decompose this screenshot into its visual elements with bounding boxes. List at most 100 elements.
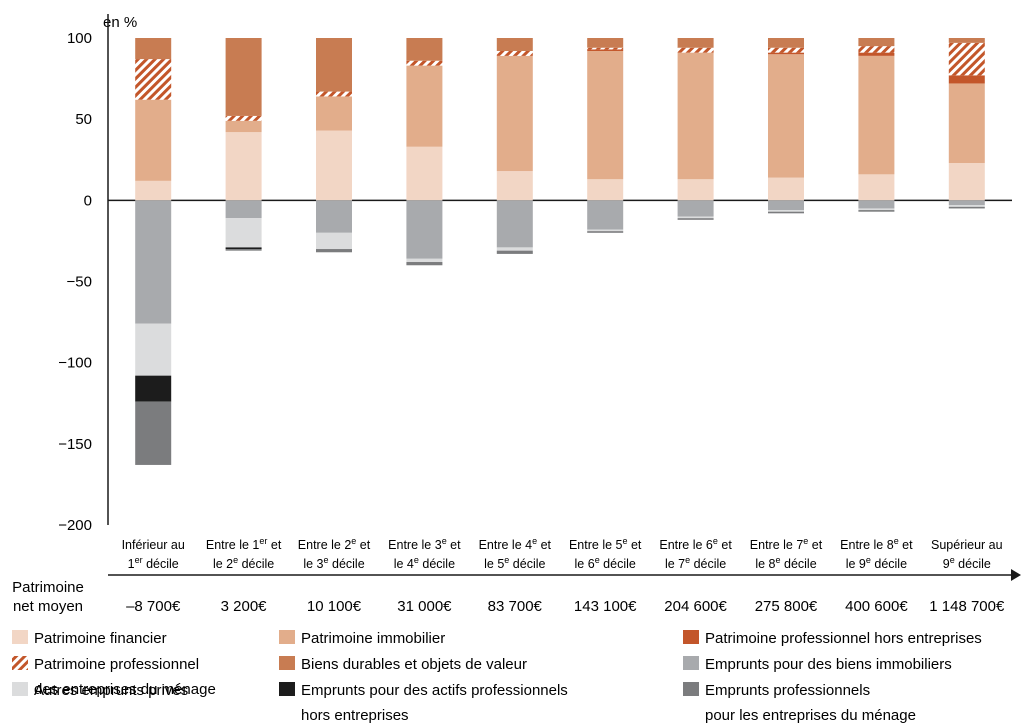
bar-segment <box>225 38 262 116</box>
bar-segment <box>587 200 624 230</box>
bar-segment <box>858 208 895 211</box>
legend: Patrimoine financier Patrimoine immobilie… <box>12 630 982 724</box>
bars <box>135 38 985 465</box>
bar-segment <box>587 47 624 50</box>
category-label: Entre le 7e et <box>750 536 823 552</box>
bar-segment <box>948 205 985 207</box>
bar-segment <box>316 91 352 97</box>
bar-segment <box>316 200 352 233</box>
bar-segment <box>677 179 714 201</box>
bar-segment <box>135 99 172 181</box>
bar-segment <box>316 130 352 201</box>
bar-segment <box>587 229 624 232</box>
category-label: Entre le 8e et <box>840 536 913 552</box>
net-wealth-value: 400 600€ <box>845 598 908 615</box>
bar-segment <box>948 200 985 206</box>
bar-segment <box>406 258 443 263</box>
bar-segment <box>677 200 714 217</box>
legend-label: Patrimoine financier <box>34 630 167 647</box>
bar-segment <box>135 375 172 402</box>
legend-swatch <box>683 630 699 644</box>
bar-segment <box>225 247 262 250</box>
bar-segment <box>225 115 262 121</box>
legend-label: Emprunts pour des actifs professionnels <box>301 682 568 699</box>
bar-segment <box>496 171 533 201</box>
bar-segment <box>677 218 714 220</box>
bar-segment <box>316 38 352 92</box>
category-label: Entre le 4e et <box>479 536 552 552</box>
net-wealth-value: 83 700€ <box>488 598 543 615</box>
bar-segment <box>587 49 624 51</box>
y-tick-label: 0 <box>84 192 92 209</box>
net-wealth-value: –8 700€ <box>126 598 181 615</box>
bar-segment <box>406 38 443 61</box>
bar-segment <box>316 96 352 131</box>
bar-segment <box>406 65 443 147</box>
bar-segment <box>225 132 262 201</box>
legend-label: Emprunts professionnels <box>705 682 870 699</box>
category-label: Entre le 6e et <box>659 536 732 552</box>
net-wealth-value: 143 100€ <box>574 598 637 615</box>
category-label: 9e décile <box>943 555 991 571</box>
y-tick-label: −100 <box>58 355 92 372</box>
bar-segment <box>768 52 804 55</box>
bar-segment <box>406 60 443 66</box>
category-label: le 7e décile <box>665 555 726 571</box>
bar-segment <box>948 206 985 209</box>
bar-segment <box>587 231 624 233</box>
category-label: le 9e décile <box>846 555 907 571</box>
bar-segment <box>496 55 533 172</box>
bar-segment <box>135 401 172 465</box>
category-label: Entre le 1er et <box>206 536 282 552</box>
bar-segment <box>768 211 804 214</box>
net-wealth-row-label: net moyen <box>13 598 83 615</box>
bar-segment <box>768 38 804 48</box>
legend-label: pour les entreprises du ménage <box>705 707 916 724</box>
bar-segment <box>948 83 985 163</box>
net-wealth-row-label: Patrimoine <box>12 579 84 596</box>
category-label: le 4e décile <box>394 555 455 571</box>
bar-segment <box>677 216 714 219</box>
bar-segment <box>948 75 985 84</box>
bar-segment <box>858 38 895 47</box>
bar-segment <box>858 210 895 212</box>
legend-label: Patrimoine professionnel <box>34 656 199 673</box>
category-label: le 8e décile <box>755 555 816 571</box>
bar-segment <box>858 55 895 175</box>
y-tick-label: −200 <box>58 517 92 534</box>
bar-segment <box>225 200 262 219</box>
legend-swatch <box>279 630 295 644</box>
category-label: Entre le 2e et <box>298 536 371 552</box>
bar-segment <box>858 46 895 53</box>
legend-label: Patrimoine professionnel hors entreprise… <box>705 630 982 647</box>
bar-segment <box>858 174 895 201</box>
legend-swatch <box>279 682 295 696</box>
bar-segment <box>316 232 352 250</box>
bar-segment <box>135 180 172 201</box>
bar-segment <box>406 200 443 259</box>
category-label: le 3e décile <box>303 555 364 571</box>
bar-segment <box>135 38 172 60</box>
bar-segment <box>496 50 533 56</box>
legend-swatch <box>683 656 699 670</box>
legend-swatch <box>683 682 699 696</box>
y-tick-label: 50 <box>75 111 92 128</box>
bar-segment <box>406 146 443 201</box>
bar-segment <box>225 120 262 133</box>
bar-segment <box>948 42 985 76</box>
legend-label: des entreprises du ménage <box>34 681 216 698</box>
category-label: Inférieur au <box>122 538 185 552</box>
legend-swatch <box>12 630 28 644</box>
bar-segment <box>677 38 714 48</box>
category-label: Entre le 5e et <box>569 536 642 552</box>
legend-swatch <box>12 656 28 670</box>
bar-segment <box>135 59 172 100</box>
legend-swatch <box>279 656 295 670</box>
bar-segment <box>587 50 624 180</box>
category-label: le 6e décile <box>575 555 636 571</box>
bar-segment <box>406 262 443 266</box>
category-label: Supérieur au <box>931 538 1003 552</box>
bar-segment <box>587 38 624 48</box>
bar-segment <box>858 52 895 56</box>
